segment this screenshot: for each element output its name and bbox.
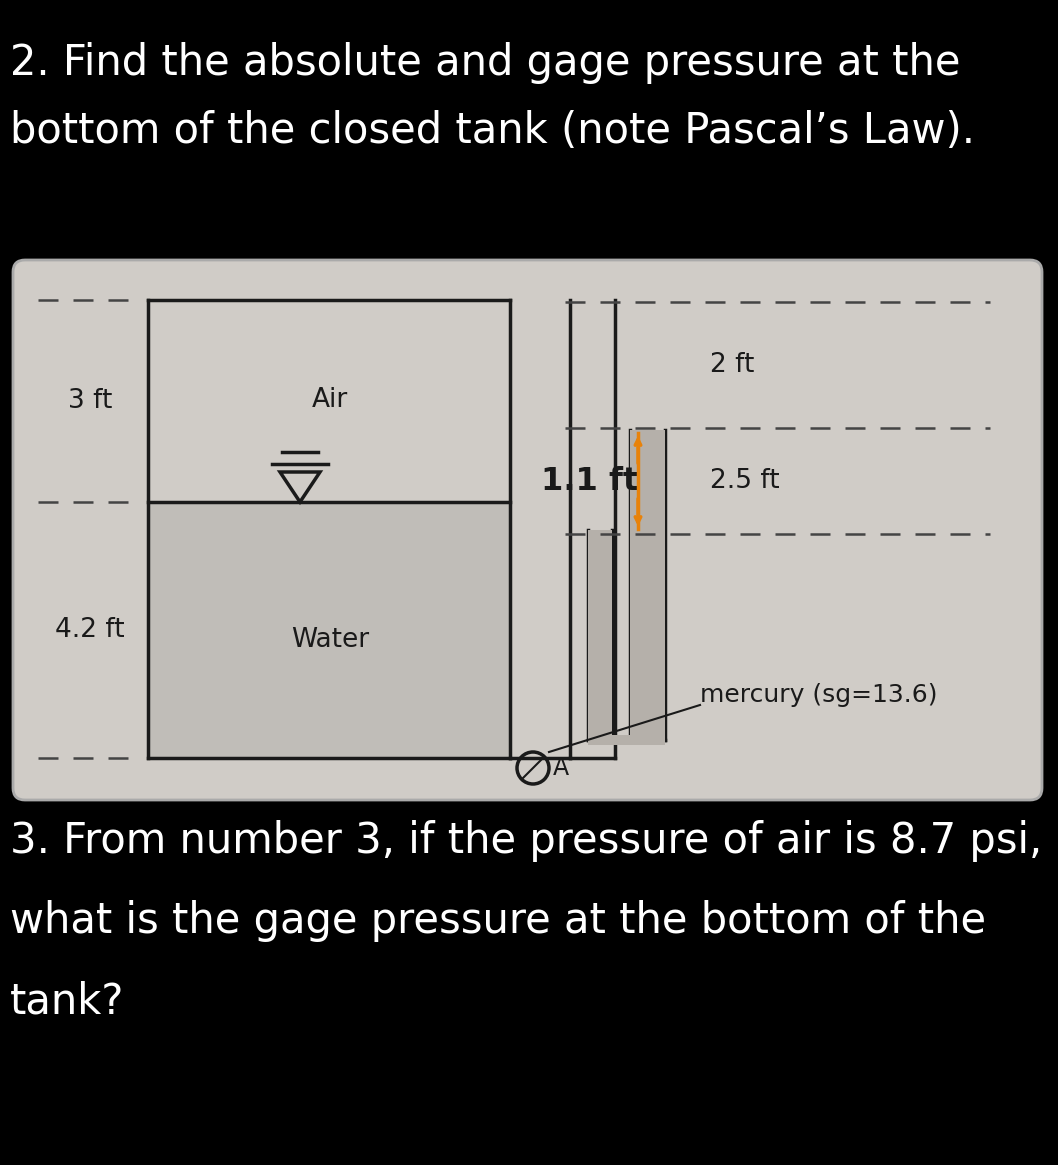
Text: 2. Find the absolute and gage pressure at the: 2. Find the absolute and gage pressure a… [10,42,961,84]
Text: what is the gage pressure at the bottom of the: what is the gage pressure at the bottom … [10,901,986,942]
Text: 3. From number 3, if the pressure of air is 8.7 psi,: 3. From number 3, if the pressure of air… [10,820,1042,862]
Text: bottom of the closed tank (note Pascal’s Law).: bottom of the closed tank (note Pascal’s… [10,110,975,151]
Text: tank?: tank? [10,980,125,1022]
Text: Water: Water [291,627,369,654]
Bar [148,502,510,758]
Text: 3 ft: 3 ft [68,388,112,414]
Text: Air: Air [312,387,348,414]
Bar [630,430,665,740]
Text: A: A [553,756,569,781]
Text: 4.2 ft: 4.2 ft [55,617,125,643]
Text: 2.5 ft: 2.5 ft [710,468,780,494]
Text: 1.1 ft: 1.1 ft [542,466,639,496]
Bar [588,530,612,740]
FancyBboxPatch shape [13,260,1042,800]
Text: 2 ft: 2 ft [710,352,754,377]
Text: mercury (sg=13.6): mercury (sg=13.6) [700,683,937,707]
Bar [588,735,665,744]
